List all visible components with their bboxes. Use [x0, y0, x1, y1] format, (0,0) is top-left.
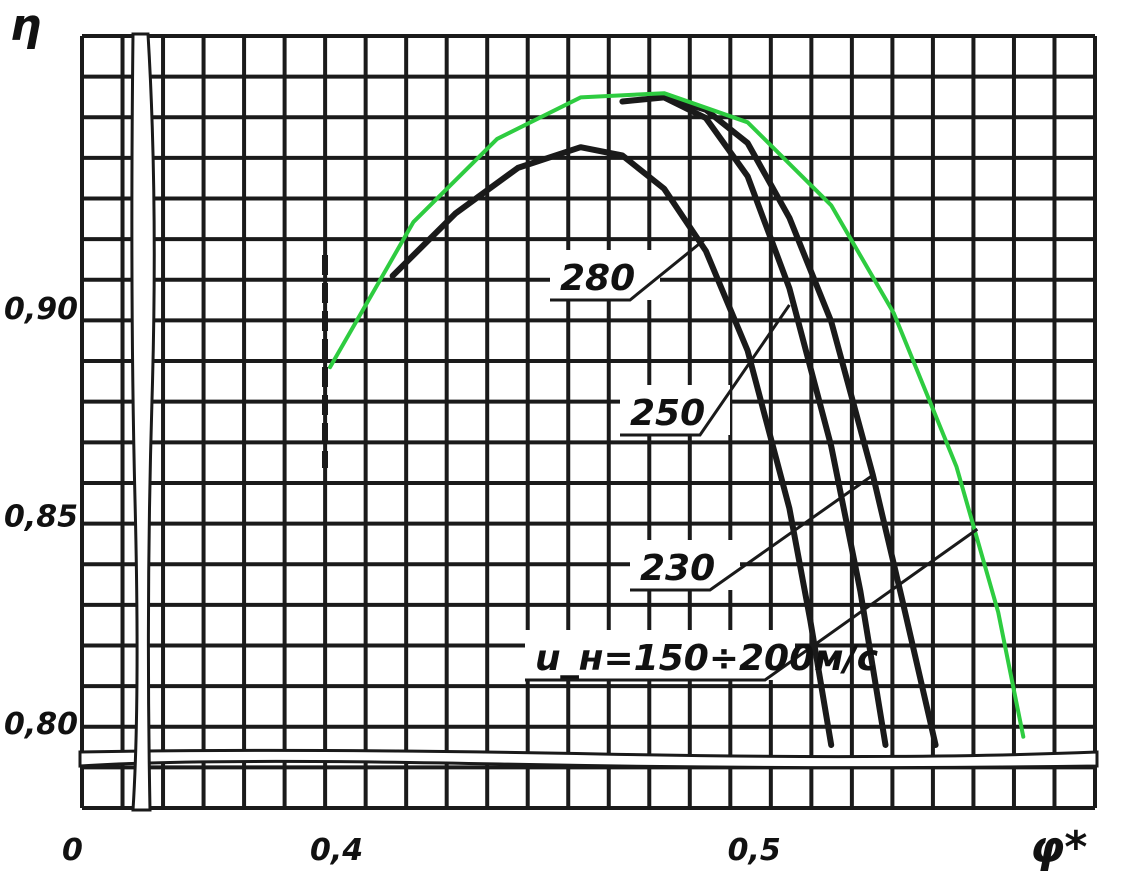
curve-label-2: 230	[640, 548, 715, 589]
data-point	[900, 598, 904, 602]
data-point	[453, 212, 457, 216]
data-point	[579, 145, 583, 149]
leader-line-1	[620, 304, 791, 437]
data-point	[704, 116, 708, 120]
data-point	[808, 618, 812, 622]
data-point	[883, 743, 887, 747]
data-point	[829, 203, 833, 207]
data-point	[892, 311, 896, 315]
data-point	[996, 610, 1000, 614]
data-point	[746, 174, 750, 178]
data-point	[579, 95, 583, 99]
data-point	[620, 153, 624, 157]
data-point	[858, 589, 862, 593]
annotation-bg	[620, 385, 730, 435]
data-point	[829, 743, 833, 747]
data-point	[787, 216, 791, 220]
y-axis-break	[130, 32, 156, 812]
data-point	[787, 286, 791, 290]
x-origin-label: 0	[62, 833, 83, 868]
x-axis-break	[78, 748, 1099, 770]
data-point	[620, 100, 624, 104]
y-axis-label: η	[10, 0, 41, 51]
x-tick-label-0: 0,4	[310, 833, 363, 868]
data-point	[328, 365, 332, 369]
series-line-2	[661, 94, 939, 748]
data-point	[662, 91, 666, 95]
data-point	[954, 465, 958, 469]
leader-line-2	[630, 473, 874, 592]
data-point	[1021, 735, 1025, 739]
labels: η φ* 0 0,4 0,5 0,90 0,85 0,80 280 250 230 u_н=15…	[4, 0, 1087, 872]
data-point	[746, 141, 750, 145]
data-point	[746, 349, 750, 353]
data-point	[829, 444, 833, 448]
data-point	[412, 220, 416, 224]
y-tick-label-2: 0,80	[4, 707, 78, 742]
data-point	[516, 166, 520, 170]
data-point	[391, 274, 395, 278]
data-point	[934, 743, 938, 747]
data-point	[495, 137, 499, 141]
leader-line-0	[550, 237, 707, 302]
data-point	[787, 506, 791, 510]
data-point	[704, 249, 708, 253]
x-axis-label: φ*	[1030, 822, 1087, 872]
x-tick-label-1: 0,5	[728, 833, 781, 868]
data-point	[662, 187, 666, 191]
series-group	[322, 91, 1026, 748]
data-point	[746, 120, 750, 124]
data-point	[662, 95, 666, 99]
curve-label-3: u_н=150÷200м/с	[535, 638, 878, 679]
axis-breaks	[78, 32, 1099, 812]
data-point	[829, 320, 833, 324]
curve-label-0: 280	[560, 258, 635, 299]
leader-lines	[525, 237, 979, 682]
y-tick-label-1: 0,85	[4, 500, 78, 535]
curve-label-1: 250	[630, 393, 705, 434]
annotation-bg	[525, 630, 795, 680]
leader-line-3	[525, 527, 979, 682]
y-tick-label-0: 0,90	[4, 292, 78, 327]
